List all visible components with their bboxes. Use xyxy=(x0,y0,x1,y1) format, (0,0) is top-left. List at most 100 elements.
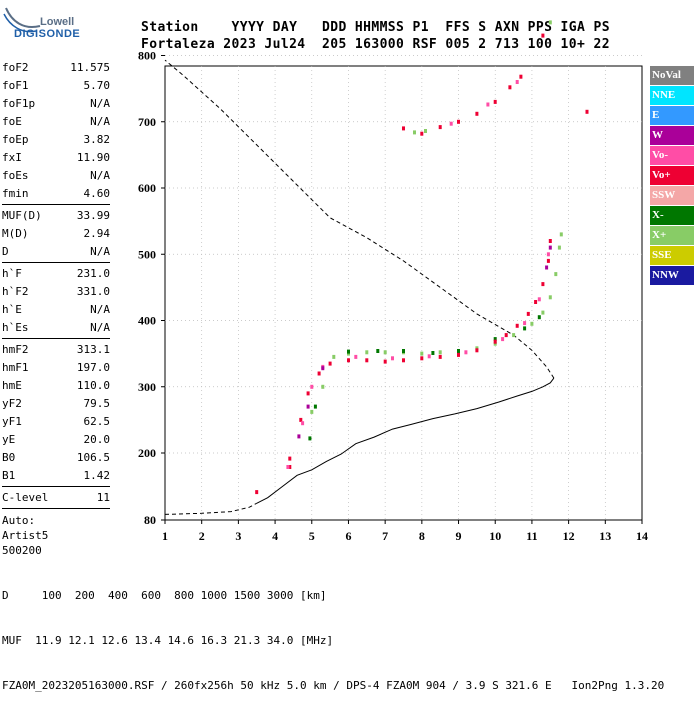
y-tick-label: 200 xyxy=(138,446,156,460)
echo-point-w xyxy=(545,265,549,270)
echo-point-vo- xyxy=(475,111,479,116)
param-label: yE xyxy=(2,433,16,446)
echo-point-vo- xyxy=(493,99,497,104)
param-value: 2.94 xyxy=(83,227,111,240)
echo-point-vo- xyxy=(464,350,468,355)
x-tick-label: 4 xyxy=(272,529,278,543)
echo-point-vo- xyxy=(317,371,321,376)
x-tick-label: 7 xyxy=(382,529,388,543)
echo-point-x- xyxy=(438,350,442,355)
echo-point-vo- xyxy=(546,252,550,257)
param-value: 5.70 xyxy=(83,79,111,92)
legend-item-vo-: Vo+ xyxy=(650,166,694,185)
param-divider xyxy=(2,508,110,509)
param-row: yF2 79.5 xyxy=(2,395,110,413)
echo-point-x- xyxy=(376,349,380,353)
echo-point-vo- xyxy=(519,74,523,79)
echo-point-vo- xyxy=(288,465,292,469)
echo-point-vo- xyxy=(438,125,442,130)
echo-point-w xyxy=(306,404,310,409)
x-tick-label: 6 xyxy=(345,529,351,543)
param-label: hmE xyxy=(2,379,22,392)
echo-point-vo- xyxy=(585,109,589,114)
echo-point-vo- xyxy=(526,311,530,316)
param-value: 33.99 xyxy=(76,209,110,222)
param-label: yF2 xyxy=(2,397,22,410)
echo-point-x- xyxy=(332,354,336,359)
y-tick-label: 300 xyxy=(138,380,156,394)
echo-point-vo- xyxy=(255,490,259,495)
param-label: C-level xyxy=(2,491,49,504)
x-tick-label: 5 xyxy=(309,529,315,543)
param-value: N/A xyxy=(90,245,110,258)
param-value: 110.0 xyxy=(76,379,110,392)
param-label: D xyxy=(2,245,9,258)
param-row: B0 106.5 xyxy=(2,449,110,467)
echo-point-vo- xyxy=(288,456,292,461)
param-row: hmF2 313.1 xyxy=(2,341,110,359)
echo-point-vo- xyxy=(548,239,552,243)
legend-item-nne: NNE xyxy=(650,86,694,105)
echo-point-vo- xyxy=(299,417,303,422)
param-value: 11.575 xyxy=(70,61,110,74)
x-tick-label: 10 xyxy=(489,529,501,543)
echo-point-x- xyxy=(557,245,561,250)
param-label: hmF1 xyxy=(2,361,29,374)
echo-point-x- xyxy=(548,20,552,25)
echo-point-w xyxy=(548,245,552,250)
echo-point-vo- xyxy=(475,348,479,353)
bottom-info: D 100 200 400 600 800 1000 1500 3000 [km… xyxy=(2,558,664,708)
echo-point-x- xyxy=(559,232,563,237)
param-row: fmin 4.60 xyxy=(2,185,110,203)
echo-point-x- xyxy=(313,404,317,409)
param-divider xyxy=(2,486,110,487)
echo-point-x- xyxy=(383,350,387,355)
param-group-virtual-heights: h`F 231.0 h`F2 331.0 h`E N/A h`Es N/A xyxy=(2,265,110,337)
auto-artist: Artist5 xyxy=(2,529,49,542)
param-value: 231.0 xyxy=(76,267,110,280)
echo-point-x- xyxy=(548,295,552,300)
param-row: foF1p N/A xyxy=(2,95,110,113)
param-row: B1 1.42 xyxy=(2,467,110,485)
logo-digisonde-text: DIGISONDE xyxy=(14,28,81,40)
digisonde-logo: Lowell DIGISONDE xyxy=(2,4,82,52)
param-label: B1 xyxy=(2,469,16,482)
param-row: h`E N/A xyxy=(2,301,110,319)
param-row: MUF(D) 33.99 xyxy=(2,207,110,225)
legend-item-nnw: NNW xyxy=(650,266,694,285)
param-row: M(D) 2.94 xyxy=(2,225,110,243)
param-value: 11 xyxy=(96,491,110,504)
param-group-profile: hmF2 313.1 hmF1 197.0 hmE 110.0 yF2 79.5 yF1… xyxy=(2,341,110,485)
echo-point-vo- xyxy=(537,297,541,302)
param-row: hmF1 197.0 xyxy=(2,359,110,377)
param-label: B0 xyxy=(2,451,16,464)
profile-curve-dashed-profile-low xyxy=(164,502,257,515)
header-row-labels: Station YYYY DAY DDD HHMMSS P1 FFS S AXN… xyxy=(141,20,610,35)
param-value: N/A xyxy=(90,97,110,110)
plot-frame xyxy=(164,65,643,521)
echo-point-x- xyxy=(347,349,350,354)
param-value: 3.82 xyxy=(83,133,111,146)
echo-point-x- xyxy=(554,272,558,277)
echo-point-vo- xyxy=(541,282,545,287)
x-tick-label: 3 xyxy=(235,529,241,543)
param-label: fmin xyxy=(2,187,29,200)
param-group-critical-frequencies: foF2 11.575 foF1 5.70 foF1p N/A foE N/A foEp… xyxy=(2,59,110,203)
param-value: 197.0 xyxy=(76,361,110,374)
param-row: hmE 110.0 xyxy=(2,377,110,395)
param-label: h`F xyxy=(2,267,22,280)
echo-point-w xyxy=(321,366,325,371)
param-label: h`F2 xyxy=(2,285,29,298)
param-group-muf: MUF(D) 33.99 M(D) 2.94 D N/A xyxy=(2,207,110,261)
param-label: foF1p xyxy=(2,97,36,110)
y-tick-label: 800 xyxy=(138,49,156,63)
legend-item-e: E xyxy=(650,106,694,125)
legend-item-noval: NoVal xyxy=(650,66,694,85)
param-label: h`Es xyxy=(2,321,29,334)
echo-point-vo- xyxy=(534,300,538,304)
param-row: D N/A xyxy=(2,243,110,261)
echo-point-vo- xyxy=(523,321,527,326)
echo-point-vo- xyxy=(438,354,442,359)
logo-swoosh-icon xyxy=(3,7,41,33)
x-tick-label: 11 xyxy=(526,529,537,543)
